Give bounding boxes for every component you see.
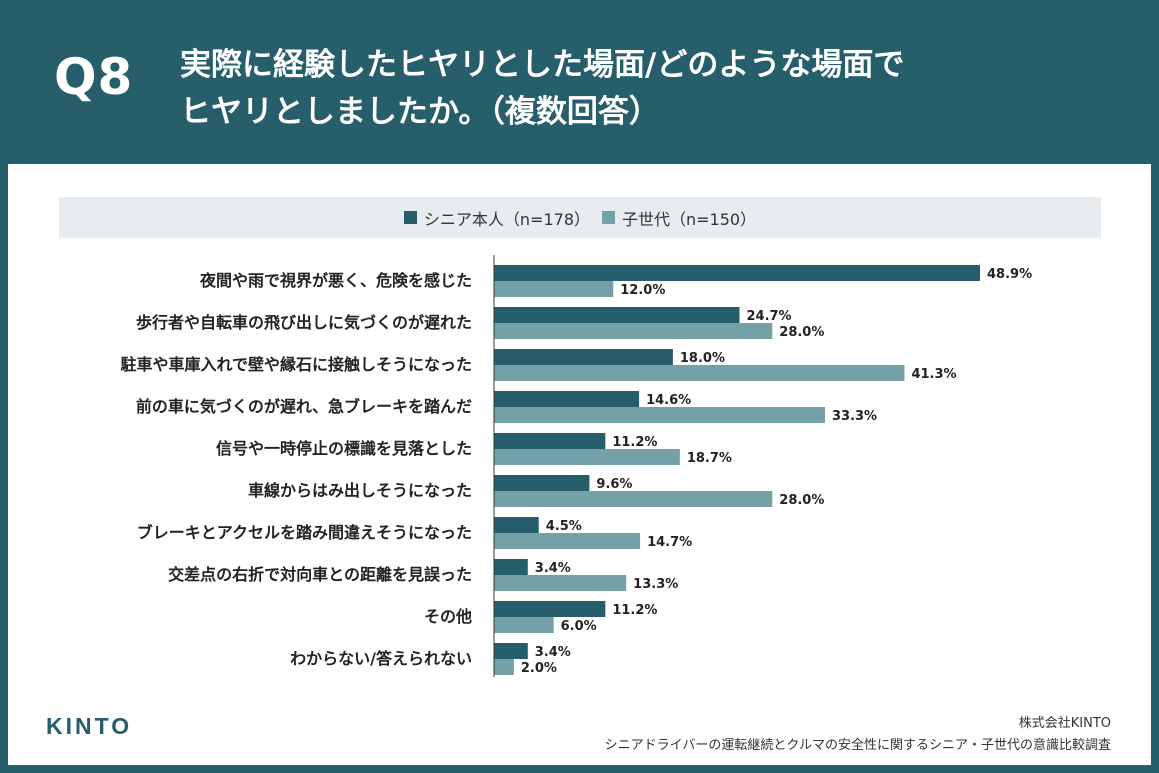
legend: シニア本人（n=178） 子世代（n=150） xyxy=(59,197,1101,238)
category-label: 歩行者や自転車の飛び出しに気づくのが遅れた xyxy=(136,313,472,332)
data-label-senior: 24.7% xyxy=(746,309,791,324)
bar-senior xyxy=(494,349,673,365)
question-title-line2: ヒヤリとしましたか。（複数回答） xyxy=(180,94,660,130)
data-label-child: 2.0% xyxy=(521,661,557,676)
credit: 株式会社KINTO シニアドライバーの運転継続とクルマの安全性に関するシニア・子… xyxy=(605,713,1111,757)
data-label-senior: 14.6% xyxy=(646,393,691,408)
data-label-child: 28.0% xyxy=(779,325,824,340)
bar-child xyxy=(494,449,680,465)
legend-label-child: 子世代（n=150） xyxy=(622,209,757,229)
data-label-senior: 11.2% xyxy=(612,435,657,450)
bar-senior xyxy=(494,643,528,659)
bar-senior xyxy=(494,475,590,491)
bar-senior xyxy=(494,559,528,575)
bar-senior xyxy=(494,517,539,533)
bar-child xyxy=(494,407,825,423)
bar-senior xyxy=(494,601,606,617)
legend-swatch-child xyxy=(602,211,615,224)
data-label-child: 28.0% xyxy=(779,493,824,508)
data-label-senior: 4.5% xyxy=(546,519,582,534)
category-label: ブレーキとアクセルを踏み間違えそうになった xyxy=(137,523,472,542)
data-label-senior: 3.4% xyxy=(535,645,571,660)
data-label-child: 33.3% xyxy=(832,409,877,424)
bar-senior xyxy=(494,433,606,449)
legend-item-child: 子世代（n=150） xyxy=(602,206,756,230)
question-title-line1: 実際に経験したヒヤリとした場面/どのような場面で xyxy=(180,47,905,83)
bar-senior xyxy=(494,391,640,407)
category-label: 交差点の右折で対向車との距離を見誤った xyxy=(168,565,472,584)
data-label-senior: 48.9% xyxy=(987,267,1032,282)
data-label-senior: 18.0% xyxy=(680,351,725,366)
bar-child xyxy=(494,617,554,633)
bar-child xyxy=(494,491,773,507)
bar-chart: 夜間や雨で視界が悪く、危険を感じた 48.9% 12.0% 歩行者や自転車の飛び出しに… xyxy=(120,255,1032,677)
category-label: 車線からはみ出しそうになった xyxy=(248,481,472,500)
data-label-child: 13.3% xyxy=(633,577,678,592)
data-label-child: 41.3% xyxy=(911,367,956,382)
kinto-logo: KINTO xyxy=(46,713,133,739)
question-number: Q8 xyxy=(54,48,134,106)
bar-senior xyxy=(494,265,980,281)
bar-child xyxy=(494,323,773,339)
legend-item-senior: シニア本人（n=178） xyxy=(403,206,590,230)
chart-root: 夜間や雨で視界が悪く、危険を感じた 48.9% 12.0% 歩行者や自転車の飛び出しに… xyxy=(120,255,1032,677)
data-label-senior: 9.6% xyxy=(596,477,632,492)
data-label-child: 12.0% xyxy=(620,283,665,298)
category-label: わからない/答えられない xyxy=(290,649,472,668)
header: Q8 実際に経験したヒヤリとした場面/どのような場面で ヒヤリとしましたか。（複… xyxy=(0,0,1159,164)
survey-title: シニアドライバーの運転継続とクルマの安全性に関するシニア・子世代の意識比較調査 xyxy=(604,738,1111,753)
data-label-child: 18.7% xyxy=(687,451,732,466)
company-name: 株式会社KINTO xyxy=(1018,716,1111,731)
category-label: 駐車や車庫入れで壁や縁石に接触しそうになった xyxy=(120,355,472,374)
data-label-child: 6.0% xyxy=(561,619,597,634)
bar-child xyxy=(494,659,514,675)
bar-child xyxy=(494,575,627,591)
data-label-senior: 3.4% xyxy=(535,561,571,576)
bar-child xyxy=(494,533,641,549)
category-label: 夜間や雨で視界が悪く、危険を感じた xyxy=(199,271,472,290)
category-label: 信号や一時停止の標識を見落とした xyxy=(216,439,472,458)
question-title: 実際に経験したヒヤリとした場面/どのような場面で ヒヤリとしましたか。（複数回答… xyxy=(180,42,904,136)
bar-child xyxy=(494,281,614,297)
bar-senior xyxy=(494,307,740,323)
legend-label-senior: シニア本人（n=178） xyxy=(423,209,590,229)
legend-swatch-senior xyxy=(403,211,417,224)
data-label-senior: 11.2% xyxy=(612,603,657,618)
category-label: 前の車に気づくのが遅れ、急ブレーキを踏んだ xyxy=(136,397,472,416)
category-label: その他 xyxy=(424,607,472,626)
data-label-child: 14.7% xyxy=(647,535,692,550)
bar-child xyxy=(494,365,905,381)
